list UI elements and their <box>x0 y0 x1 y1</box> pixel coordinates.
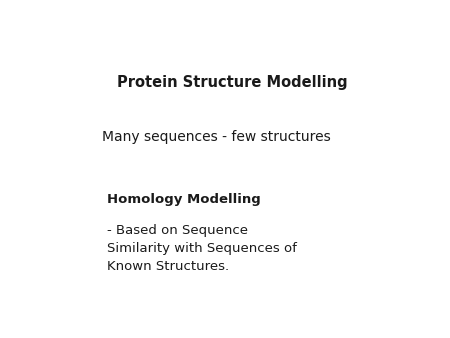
Text: Many sequences - few structures: Many sequences - few structures <box>102 130 330 144</box>
Text: - Based on Sequence
Similarity with Sequences of
Known Structures.: - Based on Sequence Similarity with Sequ… <box>107 224 297 273</box>
Text: Protein Structure Modelling: Protein Structure Modelling <box>117 75 348 90</box>
Text: Homology Modelling: Homology Modelling <box>107 193 261 206</box>
